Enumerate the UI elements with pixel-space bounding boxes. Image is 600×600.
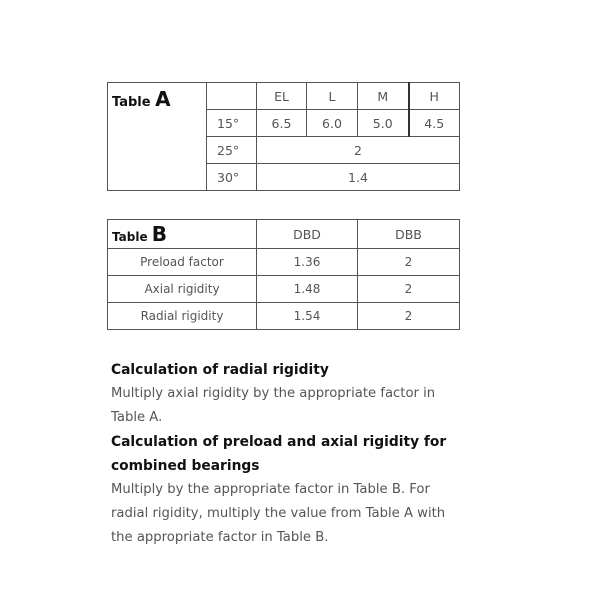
angle-cell: 15° (206, 109, 257, 137)
row-label: Preload factor (107, 248, 257, 276)
table-row: 15° 6.5 6.0 5.0 4.5 (108, 109, 460, 137)
table-row: Radial rigidity 1.54 2 (107, 302, 460, 330)
cell: 6.0 (306, 109, 358, 137)
row-label: Radial rigidity (107, 302, 257, 330)
column-header: DBB (357, 219, 460, 249)
cell: 1.48 (256, 275, 358, 303)
cell: 2 (357, 302, 460, 330)
table-row: Axial rigidity 1.48 2 (107, 275, 460, 303)
angle-cell: 30° (206, 163, 257, 191)
cell: 2 (357, 248, 460, 276)
cell: 5.0 (357, 109, 409, 137)
row-label: Axial rigidity (107, 275, 257, 303)
cell: 4.5 (407, 109, 460, 137)
table-row: Table B DBD DBB (107, 219, 460, 249)
table-b-title: Table B (107, 219, 257, 249)
table-row: 25° 2 (108, 136, 460, 164)
cell: 2 (256, 136, 460, 164)
angle-cell: 25° (206, 136, 257, 164)
cell: 6.5 (256, 109, 307, 137)
table-row: Table A EL L M H (107, 82, 460, 191)
column-header: L (306, 82, 358, 110)
column-header: EL (256, 82, 307, 110)
paragraph-radial-rigidity: Multiply axial rigidity by the appropria… (111, 386, 436, 425)
paragraph-combined-bearings: Multiply by the appropriate factor in Ta… (111, 482, 446, 545)
heading-combined-bearings: Calculation of preload and axial rigidit… (111, 434, 447, 474)
cell: 1.4 (256, 163, 460, 191)
explanation-text: Calculation of radial rigidity Multiply … (111, 358, 461, 550)
column-header: M (357, 82, 409, 110)
column-header: H (407, 82, 460, 110)
table-b: Table B DBD DBB Preload factor 1.36 2 Ax… (107, 219, 460, 330)
table-a-title: Table A (107, 82, 207, 191)
table-row: 30° 1.4 (108, 163, 460, 191)
cell: 2 (357, 275, 460, 303)
heading-radial-rigidity: Calculation of radial rigidity (111, 362, 329, 378)
cell: 1.54 (256, 302, 358, 330)
table-row: Preload factor 1.36 2 (107, 248, 460, 276)
cell: 1.36 (256, 248, 358, 276)
table-a: Table A EL L M H 15° 6.5 6.0 5.0 4.5 25°… (107, 82, 460, 191)
column-header: DBD (256, 219, 358, 249)
